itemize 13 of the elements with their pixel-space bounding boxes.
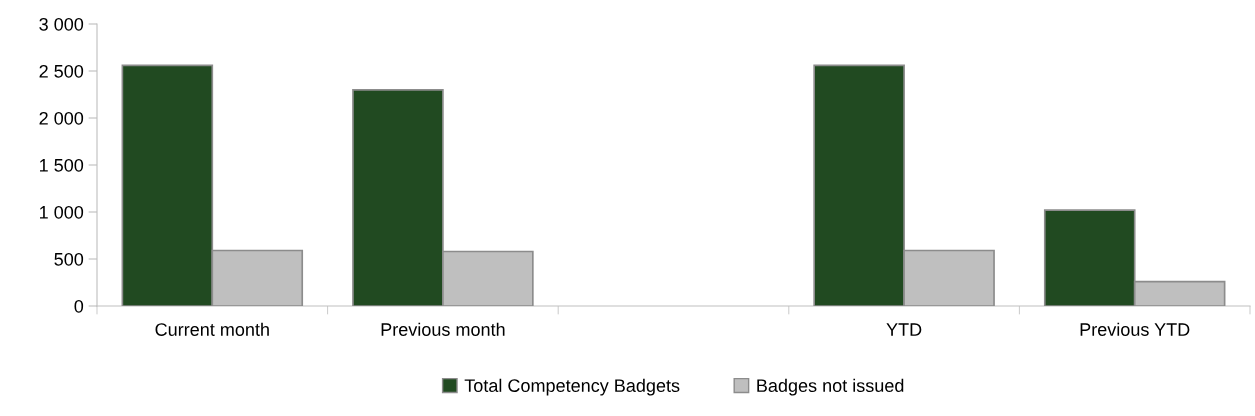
legend-label: Total Competency Badgets	[464, 378, 680, 396]
y-tick-label: 2 500	[39, 64, 84, 78]
x-tick-label: Previous YTD	[1080, 322, 1190, 336]
x-tick-label: YTD	[886, 323, 922, 336]
y-tick-label: 1 000	[40, 205, 84, 219]
y-tick-label: 2 000	[39, 111, 84, 125]
y-tick-label: 3 000	[39, 17, 84, 31]
y-tick-label: 1 500	[40, 158, 84, 172]
x-tick-label: Previous month	[381, 322, 505, 336]
y-tick-label: 500	[54, 252, 84, 266]
y-tick-label: 0	[74, 299, 84, 313]
x-tick-label: Current month	[155, 322, 269, 336]
legend-label: Badges not issued	[757, 378, 904, 396]
